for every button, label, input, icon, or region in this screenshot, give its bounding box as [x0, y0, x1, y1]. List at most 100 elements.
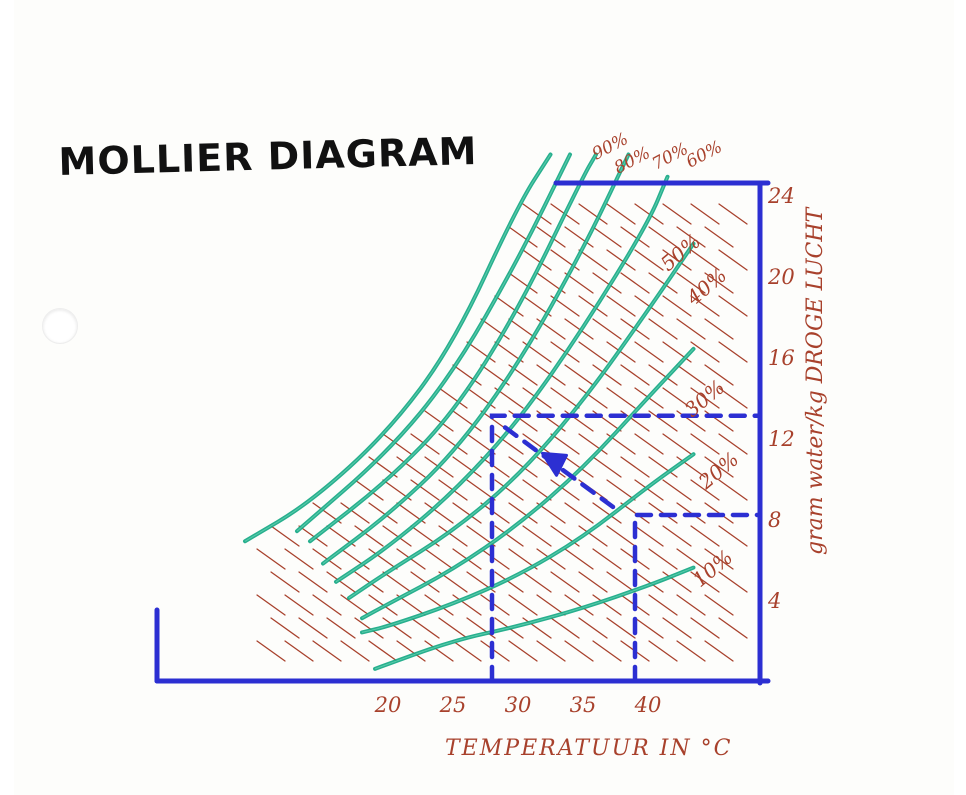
enthalpy-line	[466, 617, 496, 639]
y-tick-label: 24	[767, 184, 795, 208]
enthalpy-line	[466, 479, 496, 501]
enthalpy-line	[606, 479, 636, 501]
enthalpy-line	[718, 203, 748, 225]
enthalpy-line	[466, 341, 496, 363]
y-tick-label: 12	[768, 427, 795, 451]
enthalpy-line	[340, 640, 370, 662]
enthalpy-line	[284, 640, 314, 662]
humidity-label: 40%	[681, 263, 731, 311]
enthalpy-line	[690, 479, 720, 501]
y-tick-label: 20	[767, 265, 795, 289]
enthalpy-line	[564, 548, 594, 570]
enthalpy-line	[648, 364, 678, 386]
state-a-guides	[632, 512, 763, 684]
y-axis-label: gram water/kg DROGE LUCHT	[803, 205, 828, 555]
enthalpy-line	[368, 502, 398, 524]
enthalpy-line	[494, 479, 524, 501]
enthalpy-line	[718, 525, 748, 547]
enthalpy-line	[592, 364, 622, 386]
enthalpy-line	[606, 203, 636, 225]
enthalpy-line	[354, 617, 384, 639]
enthalpy-line	[298, 617, 328, 639]
enthalpy-line	[662, 525, 692, 547]
enthalpy-line	[340, 548, 370, 570]
y-tick-label: 8	[768, 508, 781, 532]
enthalpy-line	[522, 571, 552, 593]
enthalpy-line	[508, 594, 538, 616]
enthalpy-line	[508, 502, 538, 524]
enthalpy-line	[690, 571, 720, 593]
enthalpy-line	[578, 249, 608, 271]
enthalpy-line	[578, 387, 608, 409]
enthalpy-line	[550, 571, 580, 593]
enthalpy-line	[676, 226, 706, 248]
enthalpy-line	[634, 617, 664, 639]
enthalpy-line	[452, 456, 482, 478]
enthalpy-line	[480, 456, 510, 478]
enthalpy-line	[480, 548, 510, 570]
enthalpy-line	[424, 410, 454, 432]
humidity-curve-60	[321, 152, 631, 566]
enthalpy-line	[522, 203, 552, 225]
x-tick-label: 20	[374, 693, 402, 717]
enthalpy-line	[620, 272, 650, 294]
enthalpy-line	[648, 318, 678, 340]
enthalpy-line	[648, 594, 678, 616]
enthalpy-line	[522, 433, 552, 455]
enthalpy-line	[648, 226, 678, 248]
y-tick-label: 16	[768, 346, 795, 370]
enthalpy-line	[648, 640, 678, 662]
enthalpy-line	[634, 249, 664, 271]
enthalpy-line	[634, 571, 664, 593]
enthalpy-line	[452, 640, 482, 662]
enthalpy-line	[718, 433, 748, 455]
enthalpy-line	[298, 571, 328, 593]
enthalpy-line	[704, 226, 734, 248]
enthalpy-line	[662, 617, 692, 639]
enthalpy-line	[494, 525, 524, 547]
humidity-curve-90	[243, 152, 553, 544]
y-tick-labels: 4 8 12 16 20 24	[767, 184, 795, 613]
enthalpy-line	[396, 456, 426, 478]
enthalpy-line	[452, 364, 482, 386]
enthalpy-line	[592, 640, 622, 662]
enthalpy-line	[718, 387, 748, 409]
enthalpy-line	[564, 594, 594, 616]
enthalpy-line	[312, 594, 342, 616]
enthalpy-line	[368, 548, 398, 570]
enthalpy-line	[536, 594, 566, 616]
enthalpy-line	[620, 226, 650, 248]
enthalpy-line	[368, 640, 398, 662]
enthalpy-line	[256, 640, 286, 662]
enthalpy-line	[704, 272, 734, 294]
x-tick-label: 25	[439, 693, 467, 717]
enthalpy-line	[270, 617, 300, 639]
enthalpy-line	[340, 594, 370, 616]
enthalpy-line	[256, 594, 286, 616]
punch-hole	[42, 308, 78, 344]
enthalpy-line	[494, 295, 524, 317]
enthalpy-line	[718, 295, 748, 317]
enthalpy-line	[578, 341, 608, 363]
humidity-label: 10%	[688, 545, 737, 592]
x-tick-labels: 20 25 30 35 40	[374, 693, 662, 717]
enthalpy-line	[634, 433, 664, 455]
enthalpy-line	[564, 502, 594, 524]
enthalpy-line	[606, 571, 636, 593]
enthalpy-line	[676, 272, 706, 294]
enthalpy-line	[662, 203, 692, 225]
enthalpy-line	[508, 640, 538, 662]
enthalpy-line	[480, 640, 510, 662]
enthalpy-line	[452, 594, 482, 616]
humidity-curves	[243, 152, 696, 671]
enthalpy-line	[452, 502, 482, 524]
enthalpy-line	[298, 525, 328, 547]
enthalpy-line	[690, 617, 720, 639]
enthalpy-line	[634, 341, 664, 363]
enthalpy-line	[578, 525, 608, 547]
enthalpy-line	[704, 456, 734, 478]
enthalpy-line	[438, 433, 468, 455]
enthalpy-line	[438, 525, 468, 547]
enthalpy-line	[606, 525, 636, 547]
enthalpy-line	[382, 433, 412, 455]
